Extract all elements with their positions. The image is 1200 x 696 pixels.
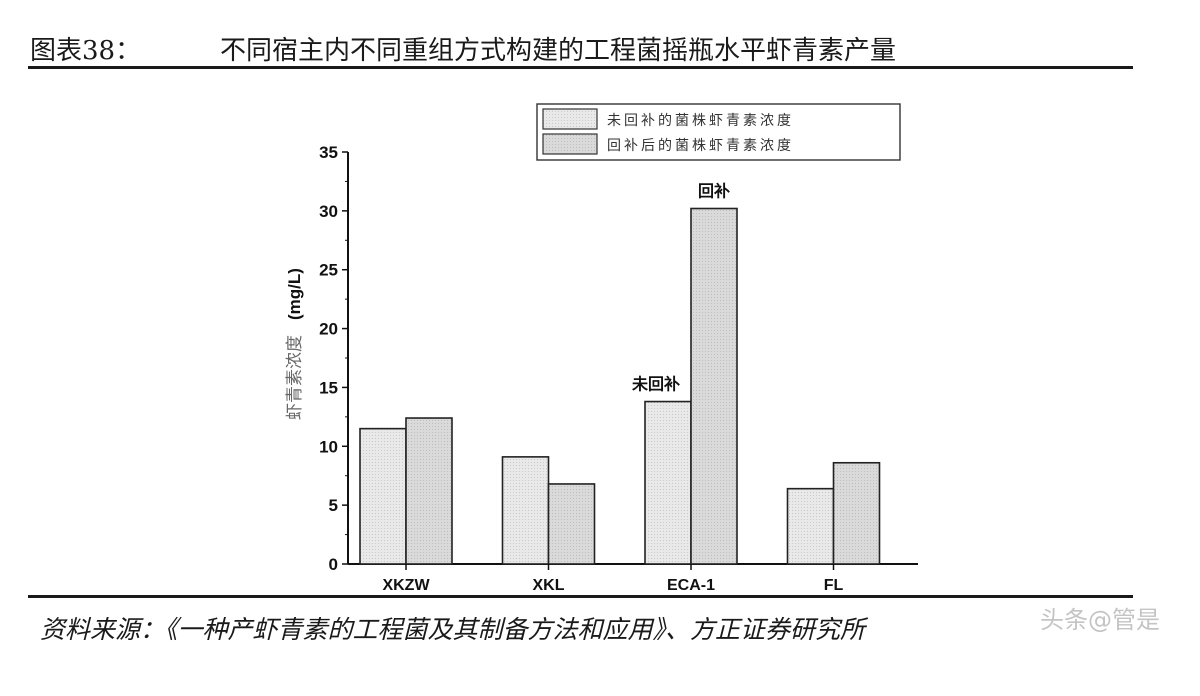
source-note: 资料来源：《一种产虾青素的工程菌及其制备方法和应用》、方正证券研究所: [40, 615, 866, 644]
figure-title-text: 不同宿主内不同重组方式构建的工程菌摇瓶水平虾青素产量: [220, 36, 897, 66]
legend-label: 回补后的菌株虾青素浓度: [607, 138, 794, 154]
legend-label: 未回补的菌株虾青素浓度: [607, 113, 794, 129]
figure-title: 图表38： 不同宿主内不同重组方式构建的工程菌摇瓶水平虾青素产量: [30, 30, 1135, 68]
y-tick-label: 20: [319, 320, 338, 339]
y-tick-label: 10: [319, 437, 338, 456]
y-tick-label: 25: [319, 261, 338, 280]
legend-swatch: [542, 108, 598, 130]
y-axis-unit: (mg/L): [285, 268, 304, 320]
bar: [690, 207, 738, 565]
y-tick-label: 30: [319, 202, 338, 221]
bar: [405, 417, 453, 565]
figure-number: 图表38：: [30, 36, 142, 66]
annotation-label: 回补: [698, 182, 730, 201]
bar: [359, 427, 407, 565]
y-tick-label: 5: [329, 496, 338, 515]
legend-swatch: [542, 133, 598, 155]
bar: [786, 487, 835, 565]
bar: [832, 461, 881, 565]
bar: [547, 483, 596, 565]
y-tick-label: 0: [329, 555, 338, 574]
y-axis-label: 虾青素浓度: [285, 335, 305, 420]
x-tick-label: FL: [824, 577, 844, 594]
bottom-rule: [28, 595, 1133, 598]
bar: [644, 400, 692, 565]
plot-area: 0 5 10 15 20 25 30 35 虾青素浓度 (mg/L) XKZW XKL ECA-1 FL 未…: [285, 103, 918, 594]
bar: [501, 456, 550, 565]
top-rule: [28, 66, 1133, 69]
x-tick-label: XKZW: [382, 577, 430, 594]
y-tick-label: 35: [319, 143, 338, 162]
y-tick-label: 15: [319, 378, 338, 397]
x-tick-label: ECA-1: [667, 577, 715, 594]
annotation-label: 未回补: [631, 375, 680, 394]
x-tick-label: XKL: [533, 577, 565, 594]
